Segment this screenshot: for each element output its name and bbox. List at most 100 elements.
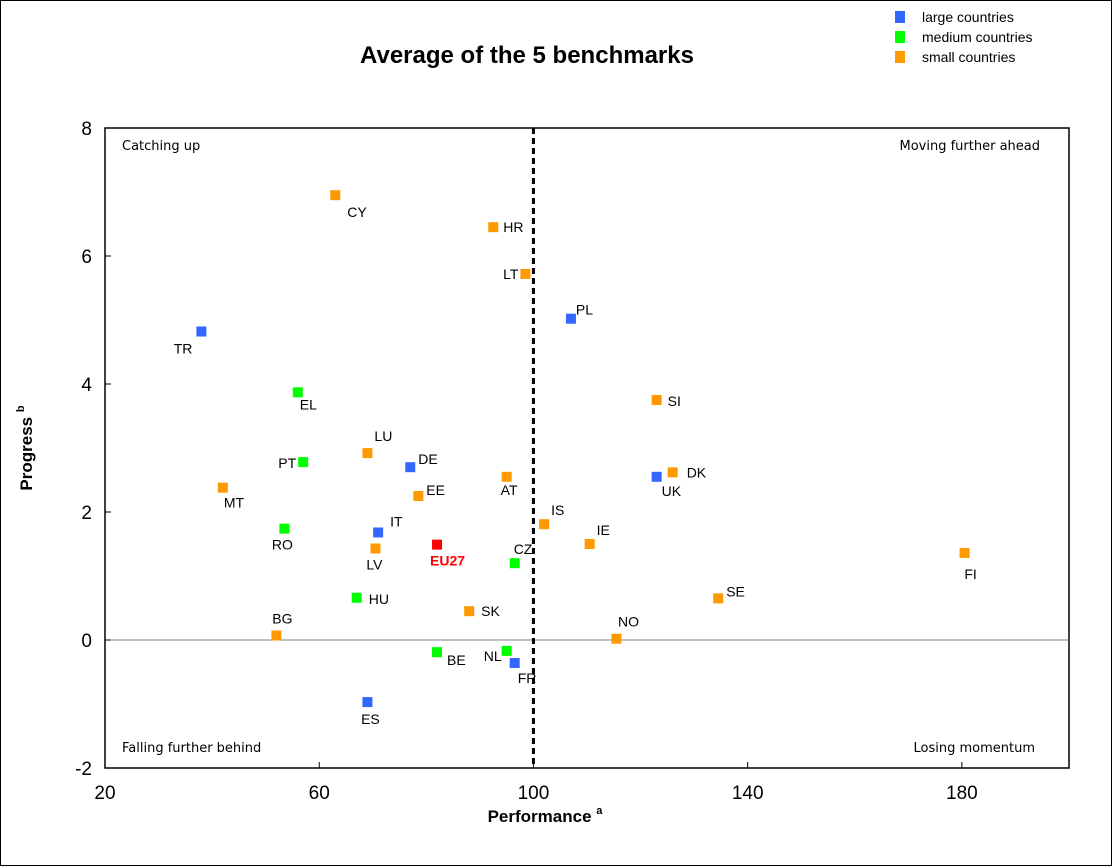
- point-bg: [271, 630, 282, 641]
- x-axis-title-sup: a: [596, 805, 603, 817]
- y-tick-label: -2: [75, 759, 92, 780]
- y-tick-label: 8: [81, 119, 92, 140]
- point-is: [539, 519, 550, 530]
- point-hr: [488, 222, 499, 233]
- point-label-cz: CZ: [514, 541, 533, 557]
- legend: large countries medium countries small cou…: [895, 9, 1033, 65]
- point-eu27: [432, 539, 443, 550]
- point-be: [432, 647, 443, 658]
- y-tick-label: 2: [81, 503, 92, 524]
- point-it: [373, 527, 384, 538]
- y-axis-title-sup: b: [15, 405, 27, 412]
- quadrant-labels: Catching up Moving further ahead Falling f…: [122, 139, 1040, 756]
- legend-label-small: small countries: [922, 49, 1015, 65]
- point-label-tr: TR: [174, 341, 193, 357]
- point-label-se: SE: [726, 583, 745, 599]
- y-tick-label: 4: [81, 375, 92, 396]
- legend-label-large: large countries: [922, 9, 1014, 25]
- y-tick-label: 6: [81, 247, 92, 268]
- point-lu: [362, 448, 373, 459]
- point-label-hr: HR: [503, 219, 523, 235]
- point-tr: [196, 326, 207, 337]
- point-se: [713, 593, 724, 604]
- legend-swatch-large: [895, 11, 905, 23]
- point-de: [405, 462, 416, 473]
- point-cy: [330, 190, 341, 201]
- point-no: [611, 633, 622, 644]
- point-label-be: BE: [447, 652, 466, 668]
- point-lt: [520, 268, 531, 279]
- quadrant-bottom-right: Losing momentum: [914, 741, 1036, 756]
- point-sk: [464, 606, 475, 617]
- point-es: [362, 697, 373, 708]
- x-tick-label: 100: [518, 783, 550, 804]
- y-axis-title: Progress b: [15, 405, 36, 490]
- point-label-uk: UK: [662, 483, 682, 499]
- reference-lines: [105, 128, 1069, 768]
- point-label-el: EL: [300, 396, 317, 412]
- point-si: [651, 395, 662, 405]
- x-tick-label: 180: [946, 783, 978, 804]
- point-uk: [651, 471, 662, 482]
- point-pl: [565, 313, 576, 324]
- point-label-cy: CY: [347, 204, 367, 220]
- legend-swatch-small: [895, 51, 905, 63]
- point-fi: [959, 547, 970, 558]
- point-label-no: NO: [618, 614, 639, 630]
- legend-swatch-medium: [895, 31, 905, 43]
- point-ee: [413, 491, 424, 501]
- point-label-eu27: EU27: [430, 553, 465, 569]
- data-points: CY HR LT PL TR EL SI LU PT DE DK UK AT MT EE IS RO IT IE EU…: [174, 190, 977, 727]
- point-cz: [509, 558, 520, 569]
- point-label-sk: SK: [481, 603, 500, 619]
- point-label-bg: BG: [272, 611, 292, 627]
- point-label-lu: LU: [374, 428, 392, 444]
- x-axis-ticks: 20 60 100 140 180: [94, 762, 978, 804]
- point-label-pl: PL: [576, 302, 593, 318]
- point-label-ee: EE: [426, 482, 445, 498]
- point-label-pt: PT: [278, 455, 296, 471]
- point-label-ro: RO: [272, 537, 293, 553]
- x-axis-title: Performance a: [488, 805, 604, 826]
- y-axis-ticks: -2 0 2 4 6 8: [75, 119, 111, 780]
- x-tick-label: 140: [732, 783, 764, 804]
- plot-area: [104, 127, 1070, 769]
- point-ro: [279, 523, 290, 534]
- point-label-de: DE: [418, 451, 437, 467]
- x-axis-title-text: Performance: [488, 807, 592, 826]
- point-label-dk: DK: [687, 464, 707, 480]
- point-pt: [298, 457, 309, 468]
- point-label-lt: LT: [503, 266, 519, 282]
- point-label-it: IT: [390, 513, 403, 529]
- point-label-is: IS: [551, 502, 564, 518]
- y-axis-title-text: Progress: [17, 417, 36, 491]
- point-label-ie: IE: [597, 522, 610, 538]
- point-label-lv: LV: [366, 556, 383, 572]
- quadrant-top-right: Moving further ahead: [900, 139, 1041, 154]
- point-dk: [667, 467, 678, 478]
- quadrant-bottom-left: Falling further behind: [122, 741, 261, 756]
- chart-title: Average of the 5 benchmarks: [360, 42, 694, 69]
- point-ie: [584, 539, 595, 549]
- legend-label-medium: medium countries: [922, 29, 1033, 45]
- x-tick-label: 60: [309, 783, 330, 804]
- point-hu: [351, 592, 362, 603]
- point-label-fi: FI: [964, 566, 976, 582]
- point-fr: [509, 658, 520, 669]
- quadrant-top-left: Catching up: [122, 139, 200, 154]
- y-tick-label: 0: [81, 631, 92, 652]
- point-label-at: AT: [501, 482, 518, 498]
- point-label-hu: HU: [369, 591, 389, 607]
- point-lv: [370, 543, 381, 554]
- x-tick-label: 20: [94, 783, 115, 804]
- point-el: [292, 387, 303, 398]
- point-label-si: SI: [668, 393, 681, 409]
- point-mt: [217, 482, 228, 493]
- point-label-es: ES: [361, 711, 380, 727]
- point-label-nl: NL: [484, 648, 502, 664]
- point-label-mt: MT: [224, 495, 245, 511]
- point-nl: [501, 645, 512, 656]
- point-label-fr: FR: [518, 670, 537, 686]
- point-at: [501, 471, 512, 482]
